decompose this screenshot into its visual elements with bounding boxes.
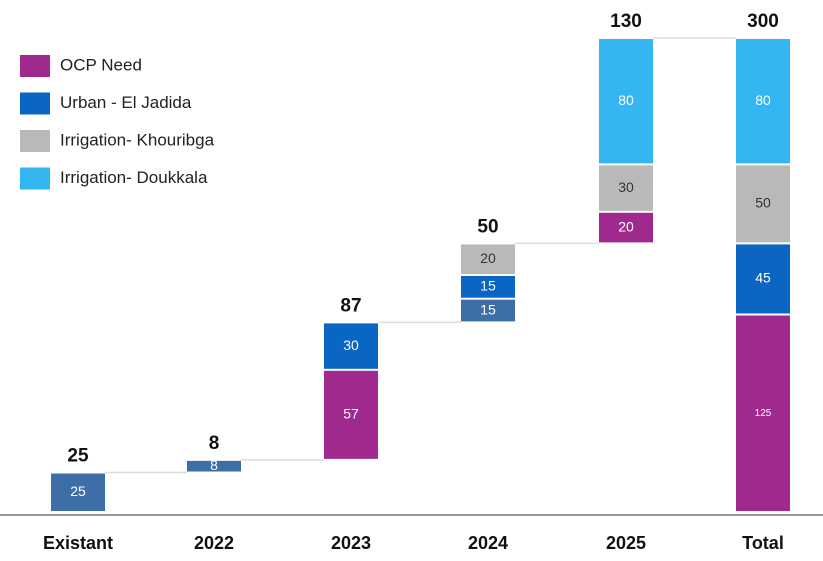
bar-segment [736, 244, 790, 314]
x-tick-label: Total [742, 533, 784, 553]
x-tick-label: 2022 [194, 533, 234, 553]
segment-label: 80 [755, 92, 771, 108]
segment-label: 20 [618, 218, 634, 234]
segment-label: 50 [755, 195, 771, 211]
segment-label: 20 [480, 250, 496, 266]
segment-label: 25 [70, 483, 86, 499]
legend-swatch [20, 92, 50, 115]
total-label: 50 [477, 216, 498, 237]
legend-swatch [20, 167, 50, 190]
total-label: 8 [209, 433, 220, 454]
bar-segment [599, 212, 653, 243]
x-tick-label: 2024 [468, 533, 508, 553]
bar-segment [51, 473, 105, 511]
legend-swatch [20, 55, 50, 77]
legend-swatch [20, 130, 50, 152]
bar-segment [736, 39, 790, 164]
segment-label: 15 [480, 278, 496, 294]
legend-label: OCP Need [60, 55, 142, 74]
bar-segment [461, 276, 515, 298]
segment-label: 15 [480, 301, 496, 317]
segment-label: 8 [210, 457, 218, 473]
total-label: 87 [340, 295, 361, 316]
segment-label: 30 [618, 179, 634, 195]
bar-segment [736, 165, 790, 243]
legend-label: Irrigation- Doukkala [60, 168, 208, 187]
x-tick-label: Existant [43, 533, 113, 553]
segment-label: 45 [755, 270, 771, 286]
bar-segment [324, 370, 378, 459]
bar-segment [599, 165, 653, 211]
segment-label: 57 [343, 406, 359, 422]
legend-label: Urban - El Jadida [60, 93, 192, 112]
bar-segment [461, 299, 515, 322]
bar-segment [324, 323, 378, 369]
bar-segment [187, 460, 241, 472]
segment-label: 125 [755, 408, 772, 419]
total-label: 130 [610, 11, 642, 32]
segment-label: 30 [343, 337, 359, 353]
bar-segment [461, 244, 515, 274]
total-label: 25 [67, 446, 89, 467]
legend-label: Irrigation- Khouribga [60, 130, 215, 149]
total-label: 300 [747, 11, 779, 32]
segment-label: 80 [618, 92, 634, 108]
x-tick-label: 2025 [606, 533, 646, 553]
x-tick-label: 2023 [331, 533, 371, 553]
bar-segment [736, 315, 790, 511]
bar-segment [599, 39, 653, 164]
